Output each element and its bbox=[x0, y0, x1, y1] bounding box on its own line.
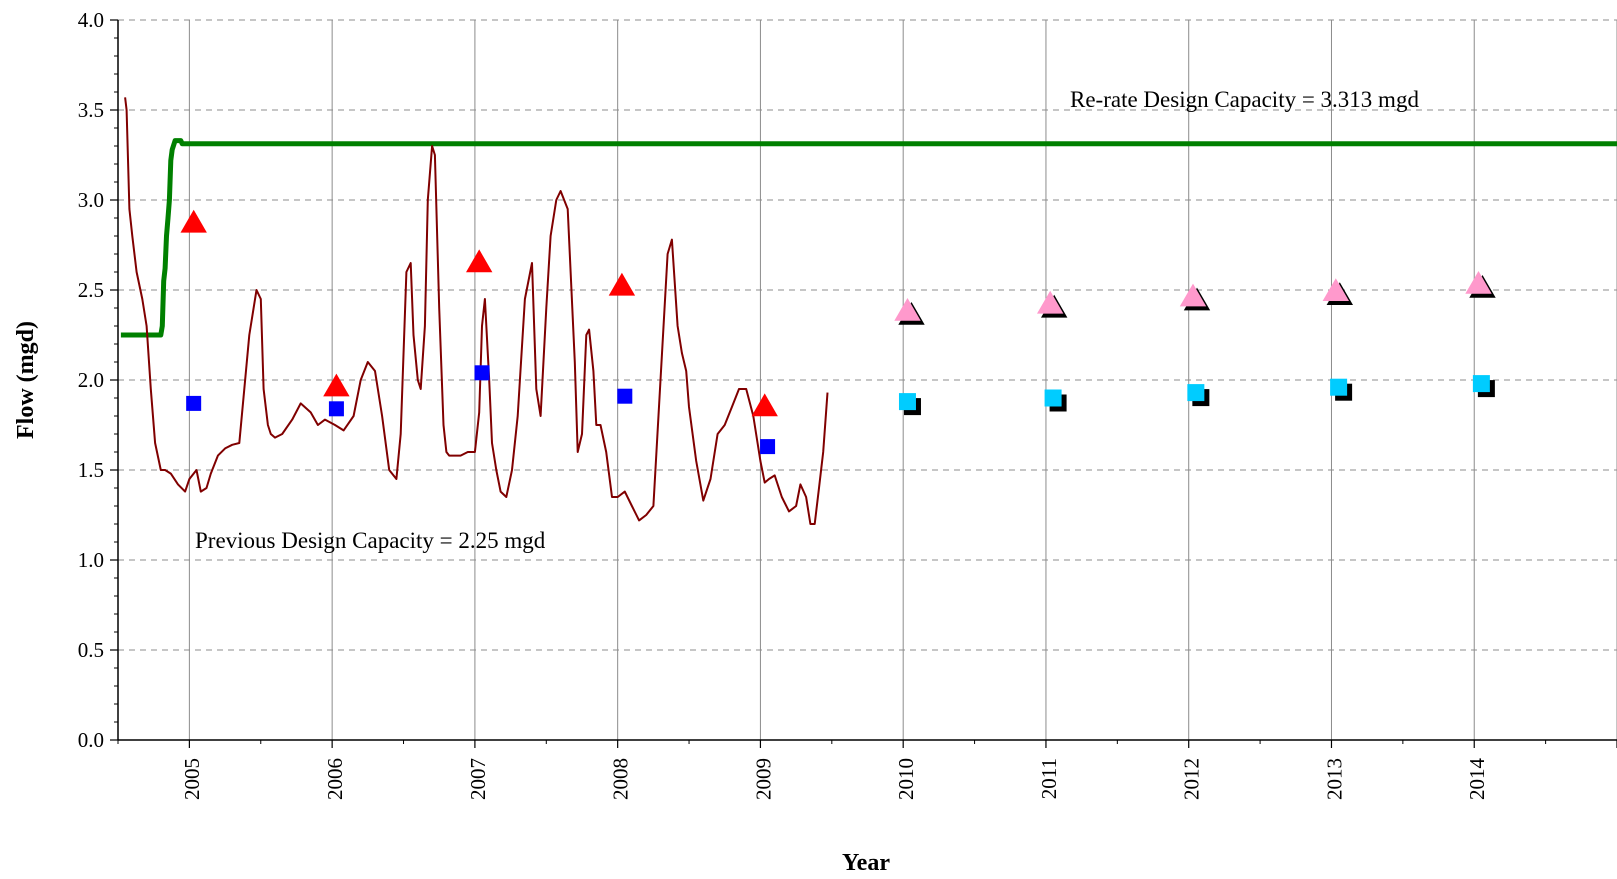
projected-square-point bbox=[1044, 389, 1062, 407]
observed-square-point bbox=[328, 401, 344, 417]
y-tick-label: 3.5 bbox=[78, 98, 104, 122]
y-axis-title: Flow (mgd) bbox=[13, 321, 39, 439]
x-tick-label: 2007 bbox=[466, 758, 490, 800]
y-tick-label: 4.0 bbox=[78, 8, 104, 32]
projected-triangle-point bbox=[1037, 290, 1064, 314]
y-tick-label: 3.0 bbox=[78, 188, 104, 212]
projected-triangle-point bbox=[894, 298, 921, 321]
capacity-line bbox=[120, 138, 1617, 338]
annotation-previous-capacity: Previous Design Capacity = 2.25 mgd bbox=[195, 528, 546, 553]
projected-triangle-point bbox=[1322, 278, 1349, 301]
x-tick-label: 2014 bbox=[1465, 758, 1489, 801]
x-tick-label: 2006 bbox=[323, 758, 347, 800]
y-tick-label: 1.5 bbox=[78, 458, 104, 482]
x-tick-label: 2005 bbox=[180, 758, 204, 800]
x-tick-label: 2009 bbox=[751, 758, 775, 800]
projected-triangle-point bbox=[1465, 271, 1492, 294]
observed-triangle-point bbox=[751, 393, 778, 417]
grid bbox=[118, 19, 1617, 740]
projected-square-point bbox=[1187, 384, 1205, 402]
observed-square-point bbox=[760, 439, 776, 455]
x-tick-label: 2010 bbox=[894, 758, 918, 800]
x-tick-label: 2011 bbox=[1037, 758, 1061, 799]
observed-triangle-point bbox=[323, 373, 350, 397]
x-tick-label: 2008 bbox=[609, 758, 633, 800]
axes bbox=[110, 19, 1617, 748]
y-tick-label: 0.0 bbox=[78, 728, 104, 752]
y-tick-label: 1.0 bbox=[78, 548, 104, 572]
observed-triangle-point bbox=[466, 249, 493, 273]
observed-square-point bbox=[474, 365, 490, 381]
observed-triangle-point bbox=[180, 209, 207, 233]
projected-square-point bbox=[898, 393, 916, 411]
projected-square-point bbox=[1472, 375, 1490, 393]
tick-labels: 0.0 0.5 1.0 1.5 2.0 2.5 3.0 3.5 4.0 2005 2006 2007 2… bbox=[78, 8, 1489, 800]
series bbox=[120, 97, 1617, 525]
projected-square-point bbox=[1330, 378, 1348, 396]
flow-line bbox=[124, 97, 829, 525]
y-tick-label: 0.5 bbox=[78, 638, 104, 662]
x-tick-label: 2013 bbox=[1322, 758, 1346, 800]
x-axis-title: Year bbox=[842, 850, 890, 876]
y-tick-label: 2.0 bbox=[78, 368, 104, 392]
observed-square-point bbox=[186, 395, 202, 411]
y-tick-label: 2.5 bbox=[78, 278, 104, 302]
observed-triangle-point bbox=[608, 272, 636, 296]
projected-triangle-point bbox=[1179, 283, 1207, 307]
annotation-rerate-capacity: Re-rate Design Capacity = 3.313 mgd bbox=[1070, 87, 1419, 112]
observed-square-point bbox=[617, 388, 633, 404]
x-tick-label: 2012 bbox=[1180, 758, 1204, 800]
